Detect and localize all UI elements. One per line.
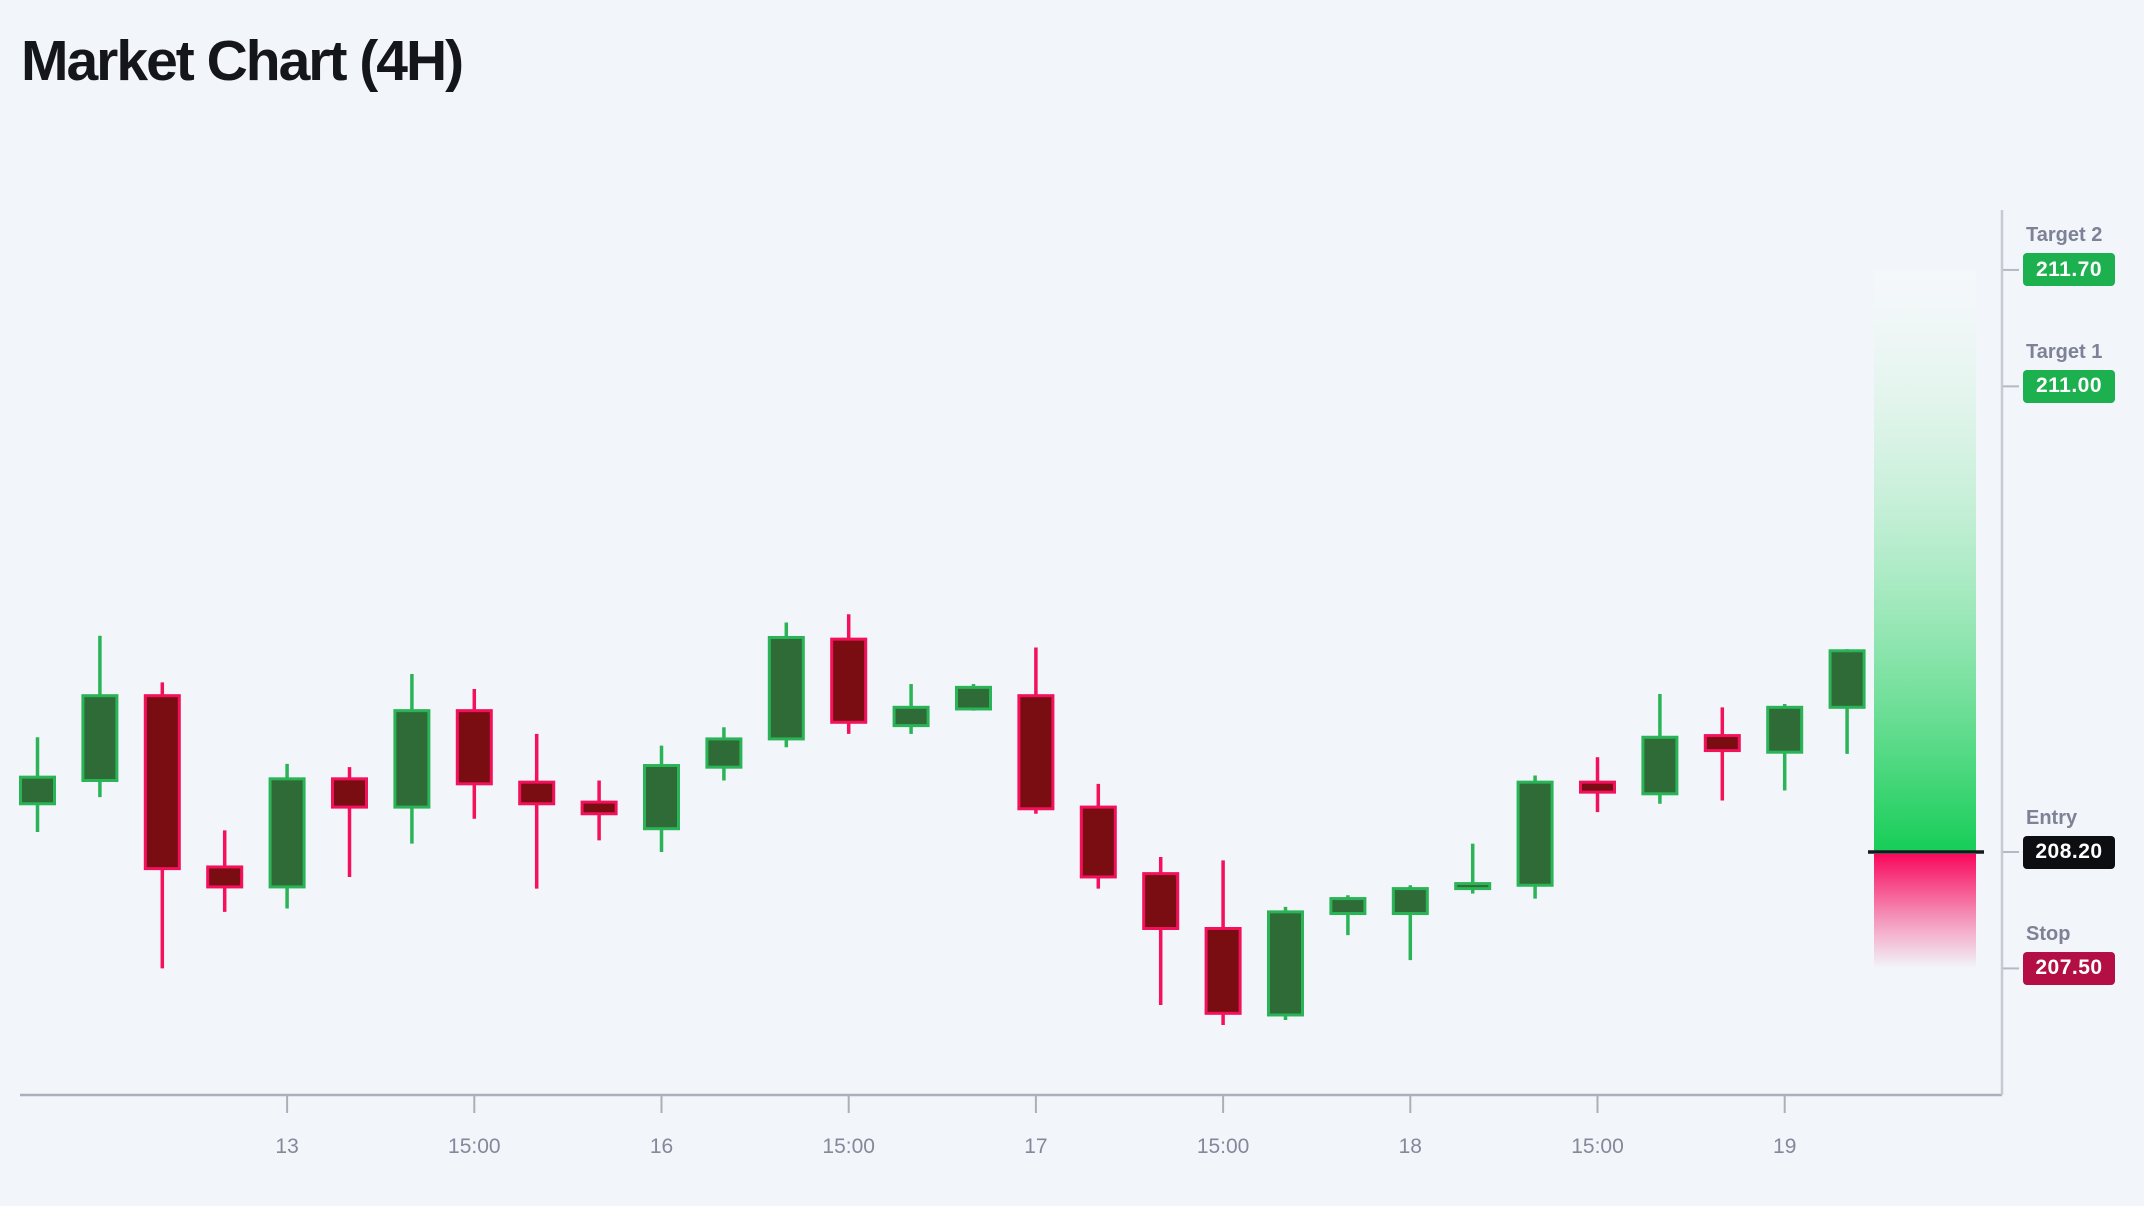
x-axis-label: 18 <box>1399 1135 1422 1158</box>
candle-body <box>580 800 618 816</box>
candle-body <box>1579 780 1616 794</box>
x-axis-label: 17 <box>1024 1135 1047 1158</box>
chart-title: Market Chart (4H) <box>21 29 464 93</box>
candle-body <box>705 737 743 769</box>
candle-body <box>518 780 556 806</box>
x-axis-label: 15:00 <box>822 1135 875 1158</box>
candle-body <box>1454 882 1492 891</box>
candle-body <box>455 709 493 786</box>
x-axis-label: 16 <box>650 1135 673 1158</box>
x-axis-label: 15:00 <box>1197 1135 1250 1158</box>
candle-body <box>1204 926 1242 1015</box>
candle-body <box>830 637 868 724</box>
candle-body <box>1641 735 1679 796</box>
candle-body <box>19 775 56 806</box>
candle-body <box>331 777 368 809</box>
candle-body <box>206 865 244 889</box>
candle-body <box>892 705 930 728</box>
candle-body <box>1703 734 1741 753</box>
candle-body <box>1017 694 1055 811</box>
x-axis-label: 15:00 <box>448 1135 501 1158</box>
candle-body <box>643 764 680 831</box>
candle-body <box>1766 705 1804 754</box>
candle-body <box>1079 805 1117 879</box>
risk-zone <box>1874 854 1976 969</box>
candle-body <box>1828 649 1866 709</box>
x-axis-label: 15:00 <box>1571 1135 1624 1158</box>
candle-body <box>1391 887 1429 916</box>
x-axis-label: 13 <box>275 1135 298 1158</box>
candle-body <box>81 694 119 782</box>
candle-body <box>1329 897 1367 916</box>
candle-body <box>767 635 805 741</box>
reward-zone <box>1874 269 1976 852</box>
candle-body <box>143 694 181 871</box>
candle-body <box>1267 910 1304 1017</box>
candle-body <box>955 685 992 711</box>
candle-body <box>1142 872 1180 930</box>
x-axis-label: 19 <box>1773 1135 1796 1158</box>
candle-body <box>393 709 431 809</box>
candle-body <box>268 777 306 889</box>
candle-body <box>1516 780 1554 887</box>
